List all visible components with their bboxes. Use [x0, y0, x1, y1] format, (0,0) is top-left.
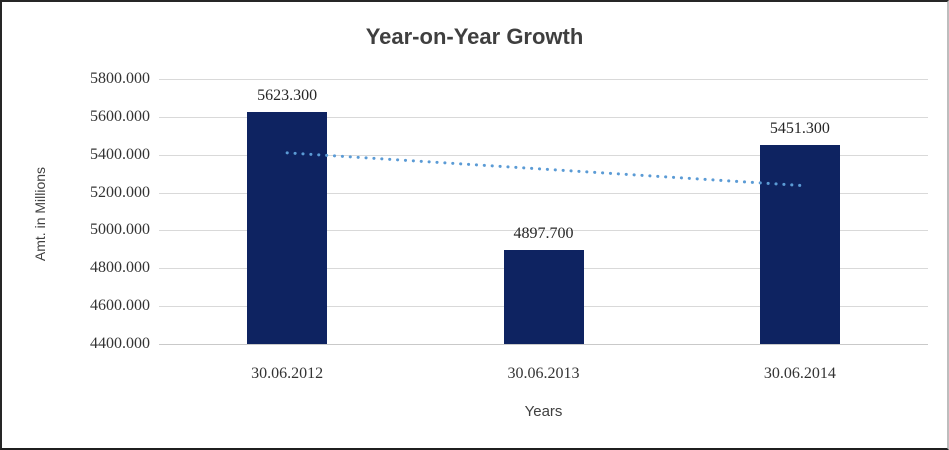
y-axis-tick-label: 5600.000 [90, 107, 150, 125]
bar [759, 145, 840, 344]
x-axis-title: Years [524, 403, 563, 420]
y-axis-tick-label: 4800.000 [90, 259, 150, 277]
x-axis-category-label: 30.06.2012 [251, 365, 324, 382]
y-axis-tick-label: 4400.000 [90, 335, 150, 352]
y-axis-tick-label: 5200.000 [90, 183, 150, 201]
gridline [159, 192, 928, 194]
x-axis-category-label: 30.06.2014 [763, 365, 836, 382]
y-axis-tick-label: 5000.000 [90, 221, 150, 239]
y-axis-tick-label: 4600.000 [90, 297, 150, 315]
trendline [285, 151, 802, 187]
bar-data-label: 4897.700 [513, 224, 574, 242]
gridline [159, 116, 928, 118]
x-axis-category-label: 30.06.2013 [507, 365, 580, 382]
chart-title: Year-on-Year Growth [365, 24, 584, 49]
gridline [159, 230, 928, 232]
y-axis-tick-label: 5400.000 [90, 145, 150, 163]
gridline [159, 154, 928, 156]
bar [503, 249, 584, 344]
bar [247, 112, 328, 344]
bar-data-label: 5451.300 [769, 120, 830, 137]
y-axis-tick-label: 5800.000 [90, 70, 150, 87]
plot-area: 5623.300 30.06.2012 4897.700 30.06.2013 5451… [159, 79, 928, 382]
gridline [159, 79, 928, 80]
bar-data-label: 5623.300 [257, 87, 318, 105]
